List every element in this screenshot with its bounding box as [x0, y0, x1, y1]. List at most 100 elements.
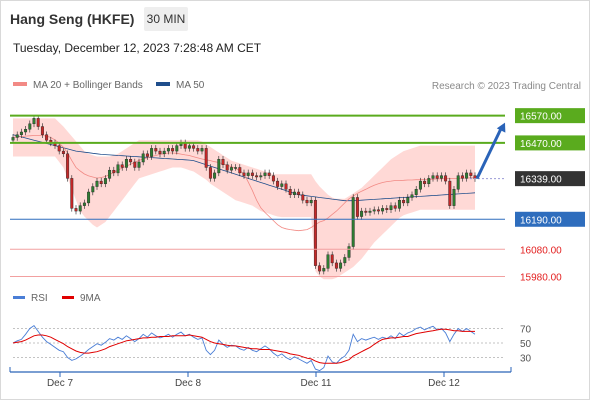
candle — [280, 180, 284, 190]
candle-down — [129, 159, 133, 163]
legend-ma20-label: MA 20 + Bollinger Bands — [33, 80, 143, 91]
candle-down — [192, 145, 196, 149]
ma9-line — [12, 328, 475, 364]
candle-up — [309, 199, 313, 204]
candle — [221, 156, 225, 168]
candle — [460, 172, 464, 182]
candle-up — [187, 145, 191, 149]
candle — [217, 156, 221, 177]
candle-up — [439, 175, 443, 179]
candle — [339, 259, 343, 272]
candle — [66, 150, 70, 182]
candle-up — [166, 148, 170, 152]
price-tag-box — [515, 108, 585, 124]
candle-down — [154, 148, 158, 152]
bollinger-band — [13, 118, 475, 280]
candle — [255, 172, 259, 181]
candle-down — [61, 150, 65, 155]
candle — [271, 172, 275, 185]
candle — [120, 161, 124, 171]
price-tag-box — [515, 135, 585, 151]
legend-rsi-label: RSI — [31, 293, 48, 304]
forecast-arrow-shaft — [475, 127, 503, 180]
candle — [259, 172, 263, 181]
candle — [129, 156, 133, 166]
candle-up — [217, 159, 221, 174]
candles — [11, 115, 477, 275]
candle-down — [313, 199, 317, 266]
candle-down — [250, 172, 254, 176]
candle-up — [150, 148, 154, 157]
candle — [24, 126, 28, 136]
candle-down — [40, 126, 44, 135]
x-tick-label: Dec 11 — [301, 378, 332, 389]
candle — [45, 131, 49, 144]
candle — [145, 150, 149, 160]
candle — [318, 262, 322, 275]
price-tag-label: 15980.00 — [520, 273, 562, 284]
legend-ma50-label: MA 50 — [176, 80, 205, 91]
candle-up — [347, 246, 351, 258]
candle — [431, 172, 435, 182]
candle — [162, 147, 166, 158]
candle-up — [28, 123, 32, 130]
candle — [364, 207, 368, 216]
candle — [351, 194, 355, 250]
candle-up — [339, 262, 343, 269]
candle-down — [355, 197, 359, 217]
candle — [469, 169, 473, 179]
candle — [276, 177, 280, 190]
forecast-arrow-head — [496, 122, 506, 133]
candle-down — [204, 148, 208, 168]
candle — [116, 161, 120, 177]
legend-9ma-label: 9MA — [80, 293, 101, 304]
candle-down — [288, 189, 292, 195]
candle-down — [208, 167, 212, 179]
candle — [465, 169, 469, 182]
candle — [439, 172, 443, 182]
candle-down — [271, 175, 275, 182]
candle — [381, 205, 385, 215]
price-tag-label: 16190.00 — [520, 215, 562, 226]
candle — [305, 196, 309, 207]
candle-up — [246, 172, 250, 176]
candle — [196, 145, 200, 155]
candle — [246, 169, 250, 179]
candle — [389, 202, 393, 213]
candle-down — [145, 153, 149, 157]
candle — [435, 172, 439, 182]
candle — [78, 202, 82, 215]
candle-up — [452, 189, 456, 206]
price-tag-label: 16570.00 — [520, 112, 562, 123]
candle — [15, 131, 19, 141]
rsi-swatch — [13, 295, 25, 299]
candle-down — [225, 164, 229, 171]
candle — [376, 206, 380, 215]
candle-up — [343, 257, 347, 264]
timeframe-badge[interactable]: 30 MIN — [144, 7, 188, 31]
candle-down — [36, 118, 40, 127]
candle-down — [469, 172, 473, 176]
candle — [355, 194, 359, 220]
candle — [452, 186, 456, 209]
candle — [402, 196, 406, 207]
candle — [372, 206, 376, 215]
candle-down — [334, 262, 338, 269]
candle — [150, 145, 154, 160]
candle — [36, 115, 40, 130]
candle — [313, 196, 317, 269]
candle-down — [45, 134, 49, 141]
credit-text: Research © 2023 Trading Central — [431, 81, 581, 92]
candle-down — [402, 199, 406, 204]
candle-down — [70, 178, 74, 209]
candle-down — [448, 180, 452, 206]
candle — [166, 145, 170, 155]
candle — [158, 147, 162, 158]
candle-up — [11, 137, 15, 141]
candle — [28, 120, 32, 133]
price-tag-box — [515, 211, 585, 227]
candle — [288, 186, 292, 198]
candle-down — [255, 175, 259, 178]
candle — [326, 251, 330, 272]
